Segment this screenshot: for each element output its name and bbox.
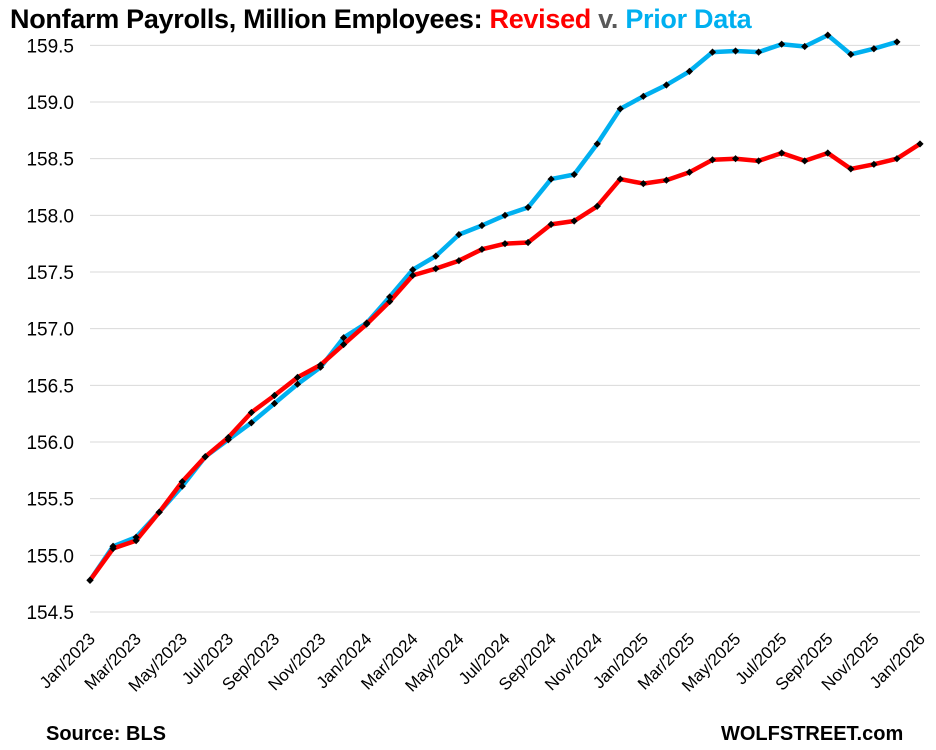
data-point-revised <box>340 340 348 349</box>
data-point-revised <box>685 168 694 176</box>
data-point-prior-data <box>293 380 302 388</box>
y-tick-label: 157.0 <box>26 320 74 341</box>
data-point-revised <box>293 373 302 381</box>
data-point-revised <box>916 140 924 148</box>
data-point-revised <box>778 149 786 157</box>
data-point-revised <box>478 245 486 253</box>
y-tick-label: 159.0 <box>26 93 74 114</box>
data-point-revised <box>708 156 717 164</box>
data-point-prior-data <box>685 67 694 75</box>
data-point-revised <box>616 175 624 183</box>
data-point-revised <box>847 165 855 173</box>
data-point-prior-data <box>386 293 394 301</box>
y-tick-label: 156.5 <box>26 376 74 397</box>
y-tick-label: 159.5 <box>26 36 74 57</box>
data-point-revised <box>363 320 371 328</box>
data-point-revised <box>801 157 809 165</box>
data-point-prior-data <box>409 266 417 274</box>
data-point-prior-data <box>432 252 440 260</box>
data-point-revised <box>593 202 601 210</box>
data-point-prior-data <box>178 482 186 490</box>
data-point-prior-data <box>731 47 740 55</box>
data-point-revised <box>455 257 463 265</box>
data-point-revised <box>155 508 163 516</box>
data-point-revised <box>524 238 532 247</box>
data-point-prior-data <box>478 221 486 230</box>
data-point-revised <box>570 217 578 225</box>
data-point-prior-data <box>893 38 901 46</box>
chart-title: Nonfarm Payrolls, Million Employees: Rev… <box>10 4 752 35</box>
data-point-prior-data <box>524 203 532 211</box>
data-point-prior-data <box>847 50 855 58</box>
data-point-prior-data <box>547 175 555 183</box>
data-point-prior-data <box>870 45 878 53</box>
y-tick-label: 158.5 <box>26 150 74 171</box>
data-point-revised <box>731 155 740 163</box>
data-point-revised <box>386 297 394 306</box>
data-point-revised <box>639 180 647 188</box>
data-point-prior-data <box>824 31 832 39</box>
data-point-revised <box>201 453 209 461</box>
data-point-revised <box>247 408 255 417</box>
data-point-prior-data <box>778 40 786 48</box>
title-prefix: Nonfarm Payrolls, Million Employees: <box>10 4 490 34</box>
data-point-prior-data <box>247 419 255 427</box>
data-point-prior-data <box>455 231 463 239</box>
data-point-revised <box>662 176 670 184</box>
data-point-revised <box>501 240 509 248</box>
title-prior: Prior Data <box>625 4 752 34</box>
data-point-revised <box>432 265 440 273</box>
y-tick-label: 156.0 <box>26 433 74 454</box>
data-point-revised <box>270 391 279 400</box>
data-point-prior-data <box>662 81 670 89</box>
data-point-revised <box>870 160 878 168</box>
brand-watermark: WOLFSTREET.com <box>721 723 904 745</box>
y-tick-label: 158.0 <box>26 206 74 227</box>
title-revised: Revised <box>489 4 592 34</box>
y-tick-label: 155.5 <box>26 490 74 511</box>
data-point-prior-data <box>570 170 578 179</box>
data-point-prior-data <box>616 105 624 113</box>
y-tick-label: 155.0 <box>26 546 74 567</box>
data-point-prior-data <box>639 92 647 100</box>
data-point-revised <box>86 576 94 584</box>
data-point-prior-data <box>270 399 279 408</box>
data-point-revised <box>824 149 832 157</box>
data-point-prior-data <box>708 48 717 56</box>
data-point-revised <box>178 478 186 486</box>
data-point-revised <box>547 220 555 228</box>
data-point-prior-data <box>501 211 509 219</box>
data-point-revised <box>316 361 325 369</box>
data-point-prior-data <box>755 48 763 56</box>
data-point-prior-data <box>593 140 601 148</box>
series-line-revised <box>87 141 923 583</box>
y-tick-label: 154.5 <box>26 603 74 624</box>
source-note: Source: BLS <box>46 723 167 745</box>
title-middle: v. <box>590 4 626 34</box>
data-point-revised <box>224 433 232 442</box>
y-tick-label: 157.5 <box>26 263 74 284</box>
data-point-prior-data <box>340 334 348 342</box>
data-point-revised <box>409 271 417 279</box>
data-point-revised <box>755 157 763 165</box>
data-point-prior-data <box>801 42 809 51</box>
data-point-revised <box>132 537 140 545</box>
data-point-revised <box>109 544 117 553</box>
data-point-revised <box>893 155 901 163</box>
